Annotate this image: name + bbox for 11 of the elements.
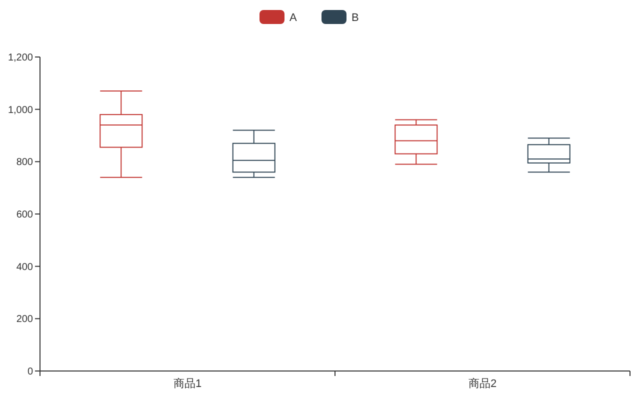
x-tick-label: 商品2 xyxy=(468,377,497,390)
legend-label: B xyxy=(352,12,359,24)
y-tick-label: 600 xyxy=(16,210,34,220)
y-tick-label: 0 xyxy=(27,366,34,378)
y-tick-label: 400 xyxy=(16,262,34,273)
y-tick-label: 1,000 xyxy=(8,104,34,116)
y-tick-label: 800 xyxy=(16,157,34,168)
legend-label: A xyxy=(290,12,298,24)
y-tick-label: 1,200 xyxy=(8,52,34,64)
y-tick-label: 200 xyxy=(16,314,34,326)
x-tick-label: 商品1 xyxy=(173,377,202,390)
